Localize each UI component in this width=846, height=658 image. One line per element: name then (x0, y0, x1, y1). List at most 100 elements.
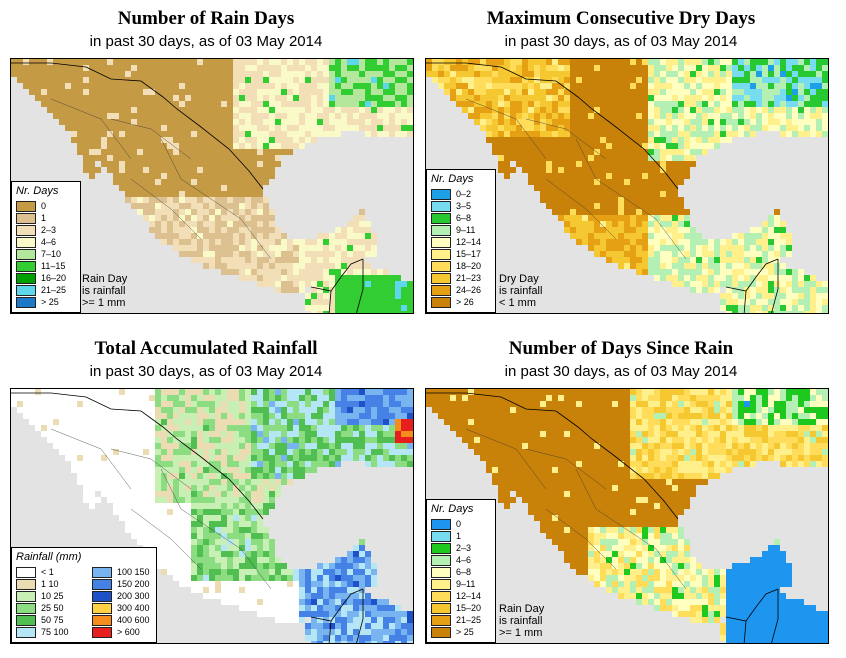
land-cell (588, 191, 594, 197)
land-cell (347, 593, 353, 599)
land-cell (630, 209, 636, 215)
land-cell (215, 581, 221, 587)
land-cell (101, 455, 107, 461)
land-cell (395, 287, 401, 293)
land-cell (299, 389, 305, 395)
land-cell (335, 443, 341, 449)
land-cell (23, 389, 29, 395)
land-cell (263, 527, 269, 533)
land-cell (149, 461, 155, 467)
land-cell (768, 221, 774, 227)
land-cell (768, 305, 774, 311)
land-cell (239, 449, 245, 455)
land-cell (65, 401, 71, 407)
land-cell (504, 113, 510, 119)
land-cell (233, 407, 239, 413)
land-cell (281, 413, 287, 419)
land-cell (77, 467, 83, 473)
land-cell (684, 125, 690, 131)
legend-label: 0–2 (456, 189, 472, 199)
land-cell (299, 239, 305, 245)
land-cell (113, 443, 119, 449)
land-cell (239, 413, 245, 419)
land-cell (125, 515, 131, 521)
land-cell (786, 299, 792, 305)
land-cell (173, 425, 179, 431)
land-cell (281, 245, 287, 251)
land-cell (173, 479, 179, 485)
land-cell (552, 131, 558, 137)
land-cell (203, 455, 209, 461)
land-cell (29, 65, 35, 71)
land-cell (113, 167, 119, 173)
land-cell (173, 203, 179, 209)
land-cell (215, 563, 221, 569)
land-cell (125, 89, 131, 95)
land-cell (155, 563, 161, 569)
land-cell (227, 527, 233, 533)
land-cell (143, 161, 149, 167)
land-cell (209, 173, 215, 179)
land-cell (510, 77, 516, 83)
land-cell (179, 527, 185, 533)
land-cell (624, 167, 630, 173)
land-cell (756, 101, 762, 107)
land-cell (323, 263, 329, 269)
land-cell (377, 287, 383, 293)
land-cell (191, 485, 197, 491)
land-cell (660, 77, 666, 83)
land-cell (281, 563, 287, 569)
land-cell (257, 551, 263, 557)
land-cell (738, 95, 744, 101)
land-cell (359, 311, 365, 313)
land-cell (257, 125, 263, 131)
land-cell (329, 431, 335, 437)
land-cell (299, 431, 305, 437)
land-cell (401, 65, 407, 71)
land-cell (570, 191, 576, 197)
land-cell (612, 65, 618, 71)
land-cell (131, 59, 137, 65)
land-cell (353, 455, 359, 461)
land-cell (804, 305, 810, 311)
land-cell (317, 587, 323, 593)
land-cell (311, 581, 317, 587)
land-cell (191, 521, 197, 527)
land-cell (305, 293, 311, 299)
land-cell (113, 71, 119, 77)
land-cell (600, 167, 606, 173)
land-cell (690, 251, 696, 257)
land-cell (564, 179, 570, 185)
land-cell (209, 119, 215, 125)
land-cell (630, 191, 636, 197)
land-cell (804, 293, 810, 299)
land-cell (690, 131, 696, 137)
land-cell (107, 113, 113, 119)
land-cell (654, 167, 660, 173)
land-cell (389, 617, 395, 623)
land-cell (293, 455, 299, 461)
land-cell (317, 599, 323, 605)
land-cell (371, 581, 377, 587)
land-cell (606, 83, 612, 89)
land-cell (564, 119, 570, 125)
land-cell (197, 167, 203, 173)
land-cell (323, 257, 329, 263)
land-cell (600, 245, 606, 251)
land-cell (161, 413, 167, 419)
land-cell (203, 575, 209, 581)
land-cell (377, 113, 383, 119)
land-cell (311, 119, 317, 125)
land-cell (540, 167, 546, 173)
land-cell (690, 149, 696, 155)
land-cell (227, 455, 233, 461)
land-cell (528, 173, 534, 179)
land-cell (149, 485, 155, 491)
land-cell (275, 557, 281, 563)
land-cell (311, 575, 317, 581)
land-cell (197, 83, 203, 89)
land-cell (407, 629, 413, 635)
land-cell (744, 59, 750, 65)
land-cell (606, 107, 612, 113)
land-cell (173, 65, 179, 71)
